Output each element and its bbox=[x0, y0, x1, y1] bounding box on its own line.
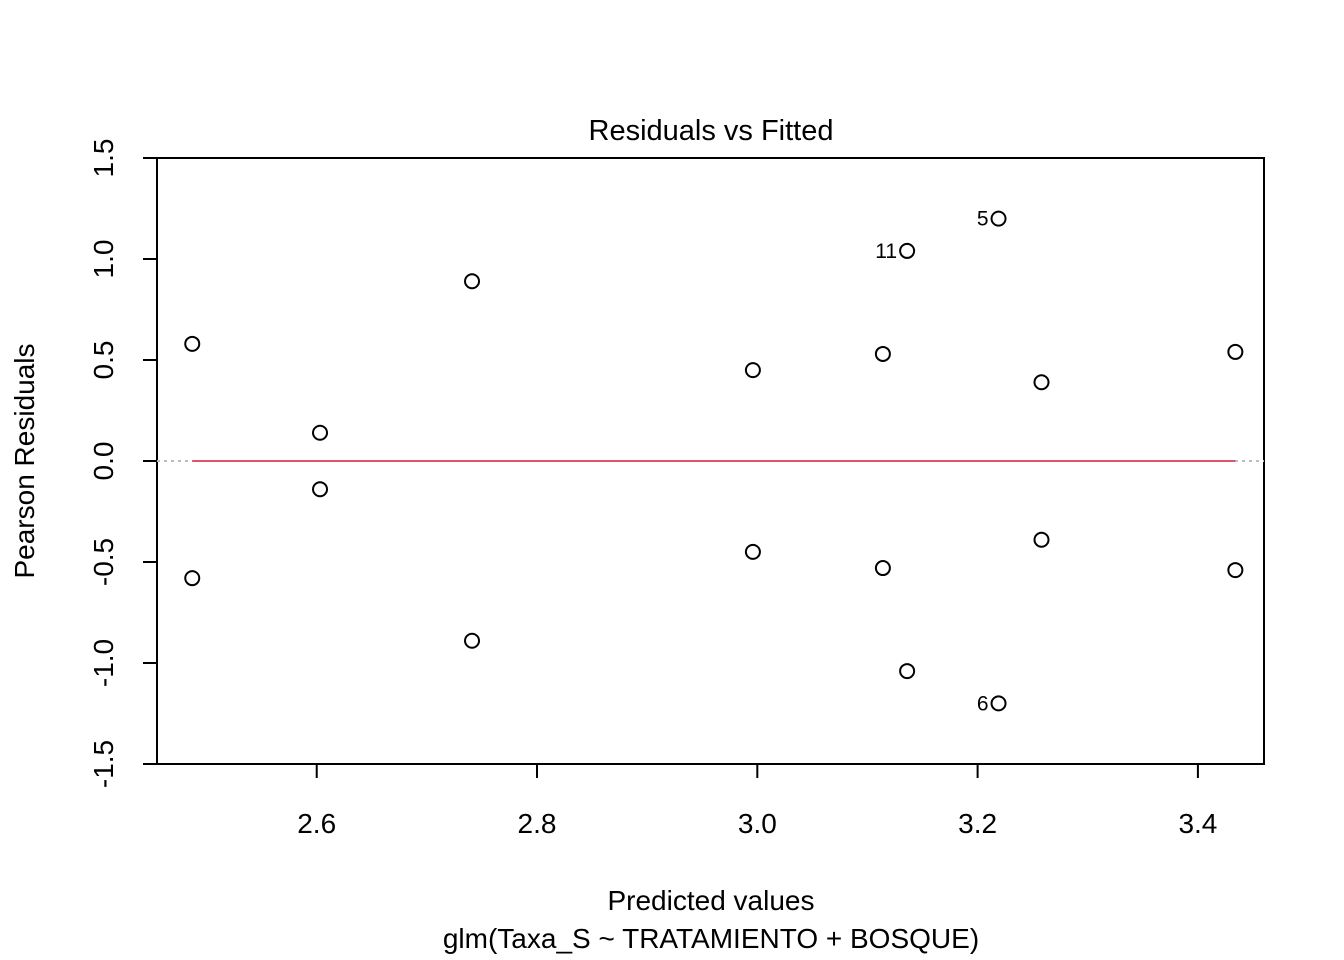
data-point bbox=[312, 481, 329, 498]
y-tick-label: -1.5 bbox=[88, 740, 119, 788]
data-point bbox=[899, 663, 916, 680]
data-point bbox=[184, 335, 201, 352]
data-point bbox=[312, 424, 329, 441]
y-axis-title: Pearson Residuals bbox=[9, 343, 40, 578]
y-tick-label: 1.0 bbox=[88, 240, 119, 279]
y-axis: -1.5 -1.0 -0.5 0.0 0.5 1.0 1.5 bbox=[88, 139, 157, 788]
data-point bbox=[1033, 374, 1050, 391]
point-label: 5 bbox=[977, 208, 989, 231]
x-tick-label: 2.6 bbox=[297, 808, 336, 839]
model-formula: glm(Taxa_S ~ TRATAMIENTO + BOSQUE) bbox=[443, 923, 979, 954]
data-point bbox=[990, 210, 1007, 227]
point-label: 6 bbox=[977, 692, 989, 715]
x-tick-label: 3.2 bbox=[958, 808, 997, 839]
y-tick-label: -0.5 bbox=[88, 538, 119, 586]
y-tick-label: -1.0 bbox=[88, 639, 119, 687]
x-tick-label: 3.4 bbox=[1178, 808, 1217, 839]
data-point bbox=[1033, 531, 1050, 548]
data-point bbox=[1227, 562, 1244, 579]
x-axis: 2.6 2.8 3.0 3.2 3.4 bbox=[297, 764, 1217, 839]
data-point bbox=[874, 560, 891, 577]
data-point bbox=[464, 632, 481, 649]
point-label: 11 bbox=[875, 240, 897, 263]
data-points: 11 5 6 bbox=[184, 208, 1244, 715]
chart-title: Residuals vs Fitted bbox=[589, 115, 834, 147]
x-tick-label: 2.8 bbox=[518, 808, 557, 839]
y-tick-label: 0.0 bbox=[88, 442, 119, 481]
data-point bbox=[874, 345, 891, 362]
data-point bbox=[899, 242, 916, 259]
x-tick-label: 3.0 bbox=[738, 808, 777, 839]
data-point bbox=[990, 695, 1007, 712]
y-tick-label: 0.5 bbox=[88, 341, 119, 380]
data-point bbox=[744, 543, 761, 560]
data-point bbox=[1227, 343, 1244, 360]
data-point bbox=[464, 273, 481, 290]
x-axis-title: Predicted values bbox=[607, 885, 814, 916]
data-point bbox=[184, 570, 201, 587]
y-tick-label: 1.5 bbox=[88, 139, 119, 178]
data-point bbox=[744, 362, 761, 379]
